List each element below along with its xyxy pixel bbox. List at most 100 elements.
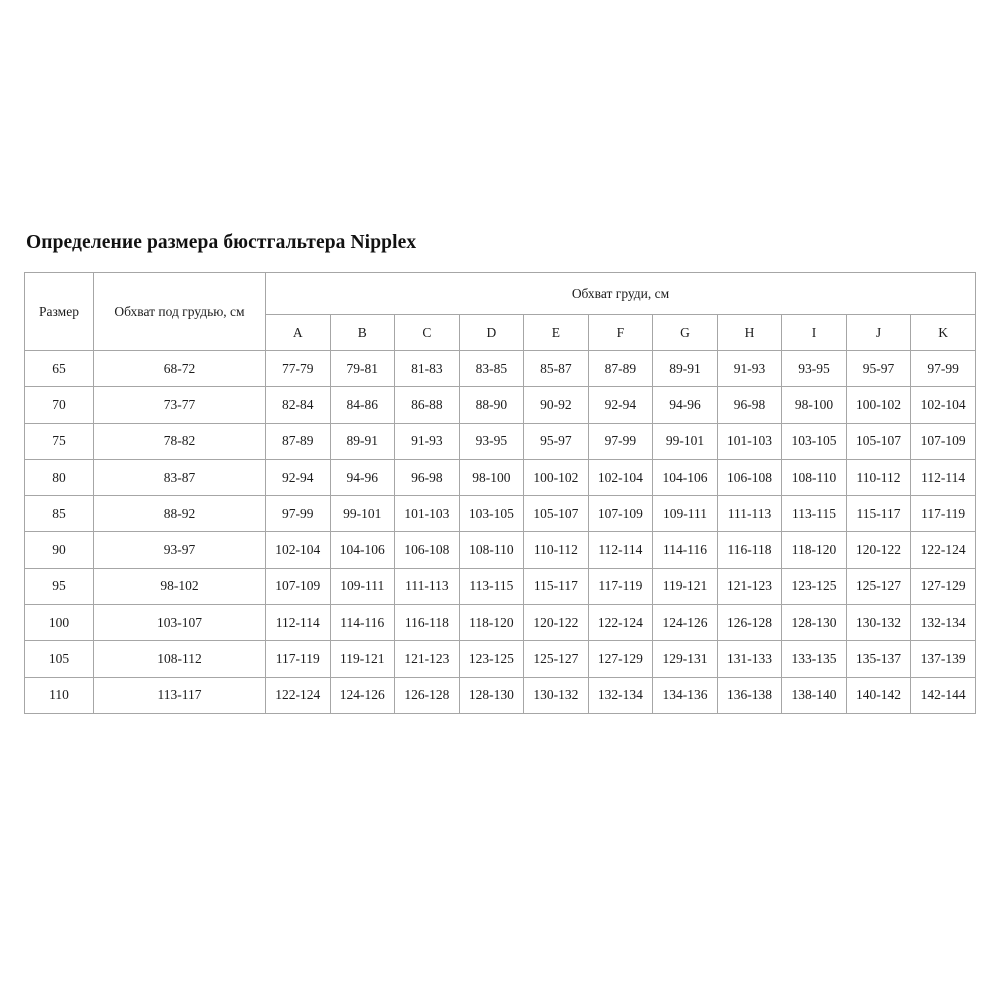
cell-bust-i: 133-135 — [781, 640, 847, 678]
cell-size: 100 — [24, 604, 94, 642]
cell-size: 105 — [24, 640, 94, 678]
cell-size: 95 — [24, 567, 94, 606]
cell-underbust: 78-82 — [93, 422, 266, 460]
cell-bust-k: 112-114 — [910, 458, 976, 497]
cell-underbust: 98-102 — [93, 567, 266, 606]
cell-bust-f: 92-94 — [587, 386, 654, 424]
cell-bust-i: 123-125 — [781, 567, 847, 606]
cell-underbust: 93-97 — [93, 531, 266, 569]
cell-bust-g: 109-111 — [652, 495, 718, 533]
cell-underbust: 88-92 — [93, 495, 266, 533]
table-row: 75 78-82 87-89 89-91 91-93 93-95 95-97 97-99 99-… — [24, 422, 976, 460]
cell-bust-j: 115-117 — [845, 495, 912, 533]
cell-bust-j: 120-122 — [845, 531, 912, 569]
table-row: 65 68-72 77-79 79-81 81-83 83-85 85-87 87-89 89-… — [24, 349, 976, 388]
cell-bust-c: 91-93 — [394, 422, 460, 460]
cell-bust-h: 121-123 — [716, 567, 783, 606]
header-cup-d: D — [458, 314, 525, 351]
cell-bust-h: 131-133 — [716, 640, 783, 678]
cell-bust-b: 109-111 — [329, 567, 396, 606]
cell-bust-a: 102-104 — [265, 531, 331, 569]
cell-bust-h: 91-93 — [716, 349, 783, 388]
cell-bust-k: 122-124 — [910, 531, 976, 569]
header-row-top: Размер Обхват под грудью, см Обхват груд… — [24, 272, 976, 351]
cell-bust-i: 138-140 — [781, 676, 847, 714]
cell-bust-k: 102-104 — [910, 386, 976, 424]
header-size: Размер — [24, 272, 94, 351]
cell-underbust: 103-107 — [93, 604, 266, 642]
cell-bust-a: 122-124 — [265, 676, 331, 714]
cell-bust-k: 132-134 — [910, 604, 976, 642]
cell-bust-e: 120-122 — [523, 604, 589, 642]
cell-bust-h: 116-118 — [716, 531, 783, 569]
cell-underbust: 68-72 — [93, 349, 266, 388]
header-cup-g: G — [652, 314, 718, 351]
cell-bust-h: 111-113 — [716, 495, 783, 533]
cell-bust-j: 140-142 — [845, 676, 912, 714]
table-row: 95 98-102 107-109 109-111 111-113 113-115 115-… — [24, 567, 976, 606]
table-row: 105 108-112 117-119 119-121 121-123 123-125 12… — [24, 640, 976, 678]
cell-bust-h: 96-98 — [716, 386, 783, 424]
cell-bust-i: 108-110 — [781, 458, 847, 497]
cell-bust-d: 118-120 — [458, 604, 525, 642]
cell-bust-j: 110-112 — [845, 458, 912, 497]
cell-bust-h: 136-138 — [716, 676, 783, 714]
cell-bust-c: 116-118 — [394, 604, 460, 642]
table-row: 100 103-107 112-114 114-116 116-118 118-120 12… — [24, 604, 976, 642]
cell-bust-b: 84-86 — [329, 386, 396, 424]
cell-bust-b: 104-106 — [329, 531, 396, 569]
cell-bust-j: 100-102 — [845, 386, 912, 424]
cell-bust-a: 77-79 — [265, 349, 331, 388]
cell-bust-b: 124-126 — [329, 676, 396, 714]
cell-bust-b: 89-91 — [329, 422, 396, 460]
header-cup-h: H — [716, 314, 783, 351]
cell-bust-h: 106-108 — [716, 458, 783, 497]
cell-bust-c: 126-128 — [394, 676, 460, 714]
cell-bust-d: 123-125 — [458, 640, 525, 678]
cell-bust-a: 92-94 — [265, 458, 331, 497]
cell-bust-a: 97-99 — [265, 495, 331, 533]
cell-bust-j: 130-132 — [845, 604, 912, 642]
cell-bust-e: 85-87 — [523, 349, 589, 388]
cell-bust-g: 99-101 — [652, 422, 718, 460]
cell-bust-c: 101-103 — [394, 495, 460, 533]
cell-bust-k: 97-99 — [910, 349, 976, 388]
cell-bust-d: 113-115 — [458, 567, 525, 606]
cell-bust-e: 95-97 — [523, 422, 589, 460]
cell-bust-g: 124-126 — [652, 604, 718, 642]
cell-bust-g: 134-136 — [652, 676, 718, 714]
cell-bust-b: 99-101 — [329, 495, 396, 533]
cell-bust-c: 121-123 — [394, 640, 460, 678]
table-body: 65 68-72 77-79 79-81 81-83 83-85 85-87 87-89 89-… — [24, 349, 976, 714]
cell-bust-a: 107-109 — [265, 567, 331, 606]
cell-bust-i: 118-120 — [781, 531, 847, 569]
cell-bust-e: 90-92 — [523, 386, 589, 424]
cell-bust-e: 125-127 — [523, 640, 589, 678]
cell-size: 90 — [24, 531, 94, 569]
header-cup-k: K — [910, 314, 976, 351]
cell-size: 70 — [24, 386, 94, 424]
cell-bust-a: 82-84 — [265, 386, 331, 424]
cell-bust-h: 101-103 — [716, 422, 783, 460]
header-cup-f: F — [587, 314, 654, 351]
cell-bust-d: 108-110 — [458, 531, 525, 569]
cell-bust-f: 107-109 — [587, 495, 654, 533]
header-cup-e: E — [523, 314, 589, 351]
page-title: Определение размера бюстгальтера Nipplex — [26, 232, 417, 253]
cell-bust-g: 129-131 — [652, 640, 718, 678]
cell-bust-a: 87-89 — [265, 422, 331, 460]
cell-bust-k: 107-109 — [910, 422, 976, 460]
header-cup-c: C — [394, 314, 460, 351]
cell-bust-d: 83-85 — [458, 349, 525, 388]
cell-bust-g: 104-106 — [652, 458, 718, 497]
cell-size: 85 — [24, 495, 94, 533]
cell-bust-j: 95-97 — [845, 349, 912, 388]
cell-underbust: 108-112 — [93, 640, 266, 678]
cell-bust-h: 126-128 — [716, 604, 783, 642]
cell-bust-e: 105-107 — [523, 495, 589, 533]
cell-bust-i: 103-105 — [781, 422, 847, 460]
header-cup-j: J — [845, 314, 912, 351]
size-chart-container: Размер Обхват под грудью, см Обхват груд… — [24, 272, 976, 714]
